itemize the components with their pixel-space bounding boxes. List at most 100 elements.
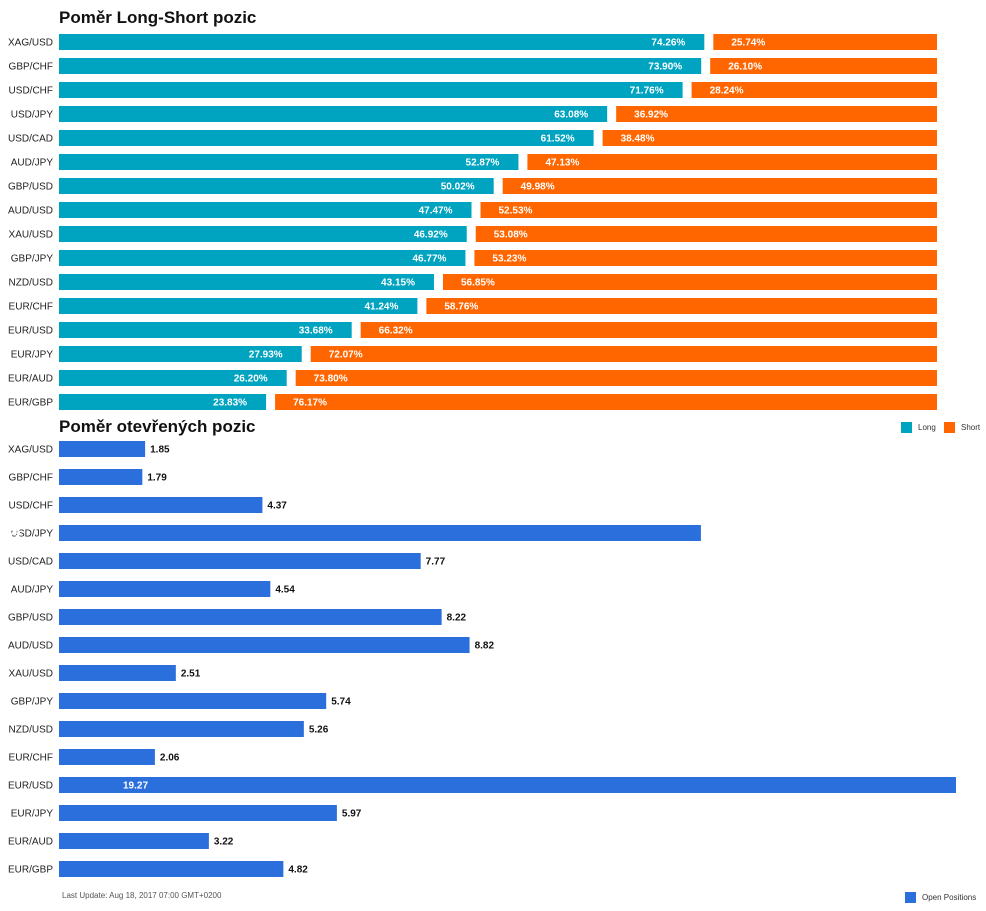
oi-value-xag-usd: 1.85: [150, 445, 170, 456]
oi-value-aud-jpy: 4.54: [275, 585, 295, 596]
ls-long-bar-nzd-usd: [59, 274, 434, 290]
ls-short-bar-gbp-jpy: [474, 250, 937, 266]
ls-short-value-usd-chf: 28.24%: [710, 86, 744, 97]
ls-short-bar-xau-usd: [475, 226, 937, 242]
ls-short-value-usd-jpy: 36.92%: [634, 110, 668, 121]
oi-bar-eur-gbp: [59, 861, 284, 877]
ls-long-value-gbp-jpy: 46.77%: [413, 254, 447, 265]
ls-long-value-usd-cad: 61.52%: [541, 134, 575, 145]
ls-long-value-eur-jpy: 27.93%: [249, 350, 283, 361]
oi-bar-aud-usd: [59, 637, 470, 653]
ls-category-label-aud-usd: AUD/USD: [8, 206, 53, 217]
oi-bar-gbp-jpy: [59, 693, 327, 709]
ls-short-value-eur-aud: 73.80%: [314, 374, 348, 385]
ls-short-value-eur-usd: 66.32%: [379, 326, 413, 337]
legend-open-swatch: [905, 892, 916, 903]
oi-value-eur-gbp: 4.82: [288, 865, 308, 876]
oi-bar-usd-cad: [59, 553, 421, 569]
ls-long-bar-eur-jpy: [59, 346, 302, 362]
ls-long-value-aud-usd: 47.47%: [419, 206, 453, 217]
ls-short-bar-usd-chf: [691, 82, 937, 98]
ls-long-value-eur-chf: 41.24%: [364, 302, 398, 313]
ls-category-label-nzd-usd: NZD/USD: [9, 278, 53, 289]
long-short-chart-title: Poměr Long-Short pozic: [59, 8, 257, 27]
oi-category-label-eur-jpy: EUR/JPY: [11, 809, 54, 820]
ls-short-bar-gbp-chf: [710, 58, 937, 74]
ls-long-value-usd-chf: 71.76%: [630, 86, 664, 97]
ls-long-bar-gbp-jpy: [59, 250, 466, 266]
oi-value-nzd-usd: 5.26: [309, 725, 329, 736]
oi-value-eur-jpy: 5.97: [342, 809, 362, 820]
ls-short-value-xag-usd: 25.74%: [731, 38, 765, 49]
oi-value-eur-chf: 2.06: [160, 753, 180, 764]
ls-long-bar-eur-aud: [59, 370, 287, 386]
oi-bar-usd-chf: [59, 497, 263, 513]
ls-long-value-usd-jpy: 63.08%: [554, 110, 588, 121]
oi-category-label-eur-gbp: EUR/GBP: [8, 865, 53, 876]
ls-short-value-eur-chf: 58.76%: [444, 302, 478, 313]
oi-value-eur-usd: 19.27: [123, 781, 148, 792]
ls-short-value-aud-usd: 52.53%: [499, 206, 533, 217]
ls-long-bar-aud-jpy: [59, 154, 519, 170]
ls-long-value-gbp-usd: 50.02%: [441, 182, 475, 193]
oi-category-label-gbp-chf: GBP/CHF: [9, 473, 53, 484]
ls-short-value-nzd-usd: 56.85%: [461, 278, 495, 289]
ls-long-value-eur-aud: 26.20%: [234, 374, 268, 385]
oi-value-usd-jpy: 13.79: [0, 529, 21, 540]
oi-category-label-xag-usd: XAG/USD: [8, 445, 53, 456]
open-positions-chart: XAG/USD 1.85 GBP/CHF 1.79 USD/CHF 4.37 USD/JPY…: [0, 441, 956, 877]
legend-open-positions: Open Positions: [905, 892, 976, 903]
oi-category-label-usd-cad: USD/CAD: [8, 557, 53, 568]
ls-category-label-gbp-usd: GBP/USD: [8, 182, 53, 193]
oi-value-gbp-chf: 1.79: [147, 473, 167, 484]
legend-long-label: Long: [918, 423, 936, 432]
ls-long-bar-usd-chf: [59, 82, 683, 98]
oi-category-label-gbp-jpy: GBP/JPY: [11, 697, 54, 708]
oi-value-gbp-jpy: 5.74: [331, 697, 351, 708]
ls-category-label-xag-usd: XAG/USD: [8, 38, 53, 49]
ls-short-bar-eur-jpy: [310, 346, 938, 362]
ls-long-bar-usd-jpy: [59, 106, 608, 122]
oi-bar-xag-usd: [59, 441, 146, 457]
ls-category-label-eur-usd: EUR/USD: [8, 326, 53, 337]
ls-short-value-gbp-usd: 49.98%: [521, 182, 555, 193]
long-short-chart: XAG/USD 74.26% 25.74% GBP/CHF 73.90% 26.10% US…: [8, 34, 938, 410]
ls-category-label-eur-jpy: EUR/JPY: [11, 350, 54, 361]
legend-long: Long: [901, 422, 936, 433]
ls-long-value-nzd-usd: 43.15%: [381, 278, 415, 289]
ls-long-bar-aud-usd: [59, 202, 472, 218]
ls-category-label-gbp-chf: GBP/CHF: [9, 62, 53, 73]
oi-bar-eur-chf: [59, 749, 155, 765]
ls-long-bar-usd-cad: [59, 130, 594, 146]
legend-long-swatch: [901, 422, 912, 433]
legend-open-label: Open Positions: [922, 893, 977, 902]
oi-category-label-eur-chf: EUR/CHF: [9, 753, 53, 764]
ls-long-bar-gbp-chf: [59, 58, 702, 74]
oi-bar-eur-aud: [59, 833, 209, 849]
ls-category-label-aud-jpy: AUD/JPY: [11, 158, 54, 169]
oi-value-gbp-usd: 8.22: [447, 613, 467, 624]
oi-bar-eur-jpy: [59, 805, 337, 821]
ls-short-value-gbp-jpy: 53.23%: [492, 254, 526, 265]
ls-long-value-xag-usd: 74.26%: [651, 38, 685, 49]
ls-long-value-aud-jpy: 52.87%: [466, 158, 500, 169]
ls-short-bar-aud-usd: [480, 202, 937, 218]
ls-short-value-eur-jpy: 72.07%: [329, 350, 363, 361]
ls-long-value-gbp-chf: 73.90%: [648, 62, 682, 73]
oi-category-label-usd-jpy: USD/JPY: [11, 529, 54, 540]
ls-short-bar-eur-chf: [426, 298, 937, 314]
ls-long-bar-gbp-usd: [59, 178, 494, 194]
ls-short-value-eur-gbp: 76.17%: [293, 398, 327, 409]
ls-category-label-eur-aud: EUR/AUD: [8, 374, 53, 385]
oi-value-eur-aud: 3.22: [214, 837, 234, 848]
ls-long-bar-eur-usd: [59, 322, 352, 338]
ls-long-value-eur-gbp: 23.83%: [213, 398, 247, 409]
ls-short-value-aud-jpy: 47.13%: [545, 158, 579, 169]
open-positions-chart-title: Poměr otevřených pozic: [59, 417, 256, 436]
ls-short-bar-usd-cad: [602, 130, 937, 146]
ls-long-value-xau-usd: 46.92%: [414, 230, 448, 241]
oi-bar-nzd-usd: [59, 721, 304, 737]
ls-category-label-gbp-jpy: GBP/JPY: [11, 254, 54, 265]
ls-category-label-usd-jpy: USD/JPY: [11, 110, 54, 121]
